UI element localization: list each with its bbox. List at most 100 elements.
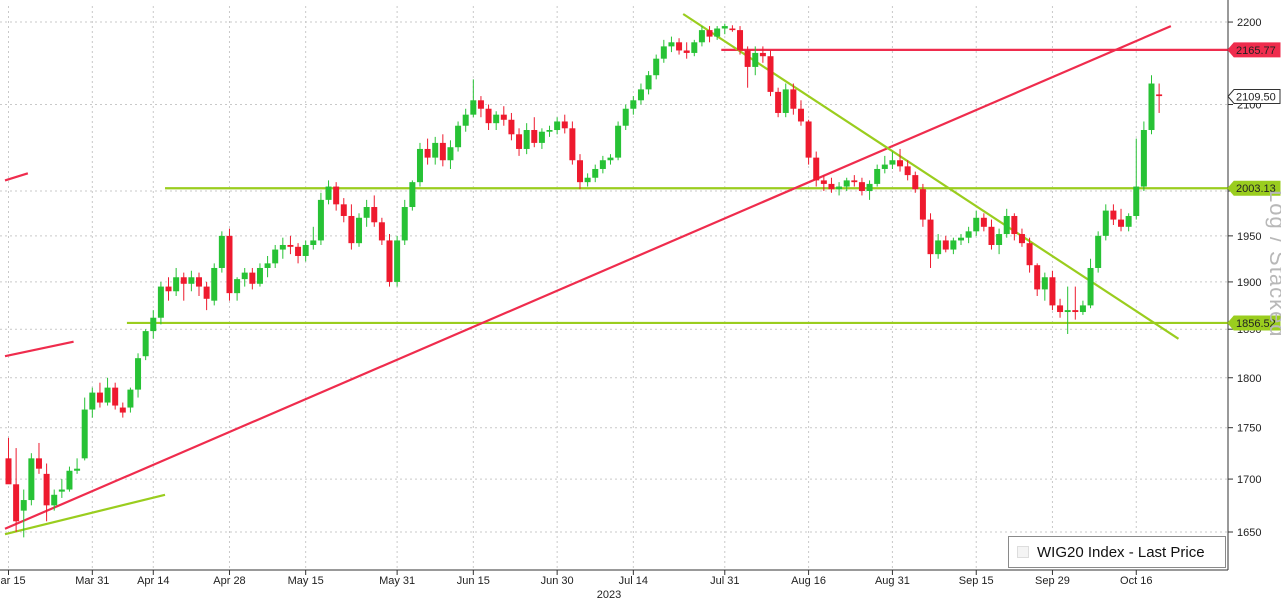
trendline bbox=[4, 172, 29, 182]
candle bbox=[851, 175, 858, 187]
candle-body bbox=[637, 89, 644, 101]
candle bbox=[1026, 237, 1033, 273]
candle bbox=[577, 154, 583, 190]
candle-body bbox=[28, 458, 35, 501]
candle-body bbox=[432, 142, 439, 158]
price-tag: 2165.77 bbox=[1227, 42, 1281, 58]
candle bbox=[828, 177, 835, 193]
candle-body bbox=[775, 91, 782, 113]
candle bbox=[599, 155, 606, 174]
candle bbox=[211, 263, 218, 306]
candle bbox=[416, 142, 423, 187]
candle bbox=[409, 180, 416, 211]
candle-body bbox=[599, 160, 606, 169]
candle-body bbox=[249, 272, 256, 284]
candle-body bbox=[394, 240, 401, 282]
candle-body bbox=[188, 277, 195, 284]
candle bbox=[43, 463, 50, 522]
candle bbox=[759, 46, 766, 63]
candle bbox=[775, 87, 782, 118]
candle bbox=[96, 382, 103, 408]
candle bbox=[607, 154, 614, 165]
candle bbox=[13, 448, 20, 532]
candle bbox=[371, 195, 378, 227]
candle-body bbox=[157, 286, 164, 318]
candle bbox=[310, 226, 317, 250]
candle bbox=[1125, 213, 1132, 232]
candle-body bbox=[836, 186, 843, 190]
candle-body bbox=[150, 317, 157, 332]
candle bbox=[58, 479, 65, 498]
candle bbox=[356, 213, 363, 247]
candle bbox=[104, 377, 111, 406]
x-tick-label: Jun 15 bbox=[457, 575, 490, 587]
candle-body bbox=[1133, 186, 1140, 216]
candle-body bbox=[424, 148, 431, 158]
candle bbox=[1095, 231, 1102, 273]
candle-body bbox=[889, 160, 896, 165]
candle bbox=[127, 387, 134, 413]
candle bbox=[569, 121, 576, 165]
candle bbox=[1102, 204, 1109, 241]
candle bbox=[942, 235, 949, 253]
candles bbox=[5, 23, 1163, 538]
candle-body bbox=[401, 207, 408, 241]
candle bbox=[927, 213, 934, 268]
candle bbox=[790, 83, 797, 115]
candle-body bbox=[782, 89, 789, 113]
candle-body bbox=[1026, 243, 1033, 266]
candle bbox=[218, 231, 225, 273]
price-tag-label: 2165.77 bbox=[1236, 45, 1276, 57]
candle-body bbox=[96, 392, 103, 403]
legend-label: WIG20 Index - Last Price bbox=[1037, 543, 1205, 561]
price-tag: 2109.50 bbox=[1227, 89, 1281, 105]
candle-body bbox=[828, 183, 835, 190]
x-tick-label: Aug 16 bbox=[791, 575, 826, 587]
candle-body bbox=[691, 42, 698, 53]
candle bbox=[203, 281, 210, 311]
candle-body bbox=[20, 500, 27, 511]
candle bbox=[173, 267, 180, 296]
candle bbox=[1140, 121, 1147, 191]
candle bbox=[135, 353, 142, 398]
candle bbox=[20, 489, 27, 538]
candle bbox=[439, 134, 446, 167]
candle-body bbox=[66, 470, 73, 490]
candle bbox=[508, 112, 515, 141]
candle-body bbox=[317, 199, 324, 241]
candle-body bbox=[295, 246, 302, 256]
candle-body bbox=[996, 234, 1003, 245]
candle bbox=[866, 180, 873, 200]
candle-body bbox=[485, 108, 492, 124]
candle bbox=[531, 117, 538, 148]
candle-body bbox=[1118, 219, 1125, 227]
candle-body bbox=[264, 263, 271, 268]
candle bbox=[813, 151, 820, 187]
candle bbox=[424, 138, 431, 165]
candle-body bbox=[1064, 310, 1071, 313]
candle-body bbox=[874, 168, 881, 184]
candle-body bbox=[554, 121, 561, 131]
candle bbox=[432, 136, 439, 165]
price-tags: 2165.77 2109.50 2003.13 1856.52 bbox=[1227, 42, 1281, 331]
candle bbox=[1003, 208, 1010, 238]
candle bbox=[272, 244, 279, 268]
candle bbox=[538, 128, 545, 149]
price-tag-box bbox=[1227, 89, 1281, 105]
candle-body bbox=[58, 489, 65, 492]
candle bbox=[51, 489, 58, 511]
candle-body bbox=[203, 286, 210, 299]
candle bbox=[1110, 204, 1117, 225]
candle bbox=[958, 234, 964, 245]
x-tick-label: May 15 bbox=[288, 575, 324, 587]
candle bbox=[386, 234, 393, 287]
candle bbox=[295, 243, 302, 264]
candle bbox=[188, 270, 195, 292]
candle-body bbox=[569, 128, 576, 161]
candle-body bbox=[455, 125, 462, 148]
candle bbox=[142, 329, 149, 361]
candle-body bbox=[89, 392, 96, 410]
candle bbox=[523, 123, 530, 155]
y-tick-label: 1700 bbox=[1237, 474, 1261, 486]
